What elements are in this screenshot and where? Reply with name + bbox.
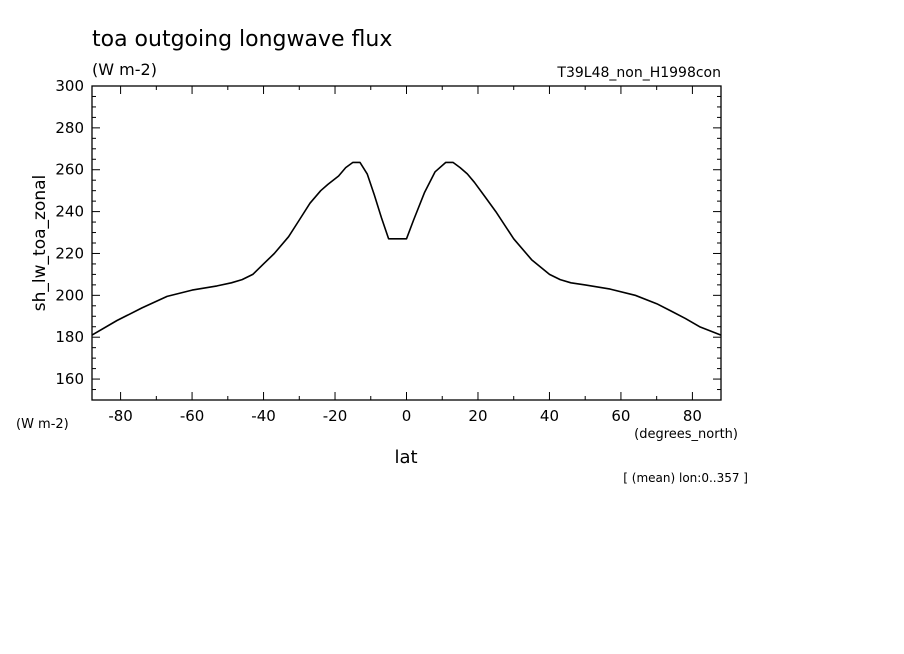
plot-frame xyxy=(91,85,722,401)
x-tick-label: -20 xyxy=(323,407,348,425)
x-tick-label: 20 xyxy=(468,407,487,425)
experiment-label: T39L48_non_H1998con xyxy=(556,65,721,81)
x-tick-label: 40 xyxy=(540,407,559,425)
y-tick-label: 300 xyxy=(55,77,84,95)
y-tick-label: 180 xyxy=(55,328,84,346)
x-tick-label: 0 xyxy=(402,407,412,425)
x-axis-label: lat xyxy=(394,447,417,468)
y-axis-label: sh_lw_toa_zonal xyxy=(30,175,50,311)
x-tick-label: 80 xyxy=(683,407,702,425)
x-tick-labels: -80 -60 -40 -20 0 20 40 60 80 xyxy=(108,407,702,425)
y-tick-label: 260 xyxy=(55,161,84,179)
y-tick-label: 220 xyxy=(55,244,84,262)
x-tick-label: 60 xyxy=(611,407,630,425)
chart-title: toa outgoing longwave flux xyxy=(92,27,392,52)
y-tick-labels: 160 180 200 220 240 260 280 300 xyxy=(55,77,84,388)
y-tick-label: 200 xyxy=(55,286,84,304)
axis-ticks xyxy=(92,86,721,400)
y-tick-label: 280 xyxy=(55,119,84,137)
x-tick-label: -40 xyxy=(251,407,276,425)
averaging-note: [ (mean) lon:0..357 ] xyxy=(623,471,748,485)
x-tick-label: -60 xyxy=(180,407,205,425)
series-line xyxy=(91,161,722,336)
x-axis-units: (degrees_north) xyxy=(634,427,738,442)
y-tick-label: 160 xyxy=(55,370,84,388)
y-axis-units: (W m-2) xyxy=(16,417,69,432)
chart-units: (W m-2) xyxy=(92,60,157,79)
y-tick-label: 240 xyxy=(55,203,84,221)
x-tick-label: -80 xyxy=(108,407,133,425)
